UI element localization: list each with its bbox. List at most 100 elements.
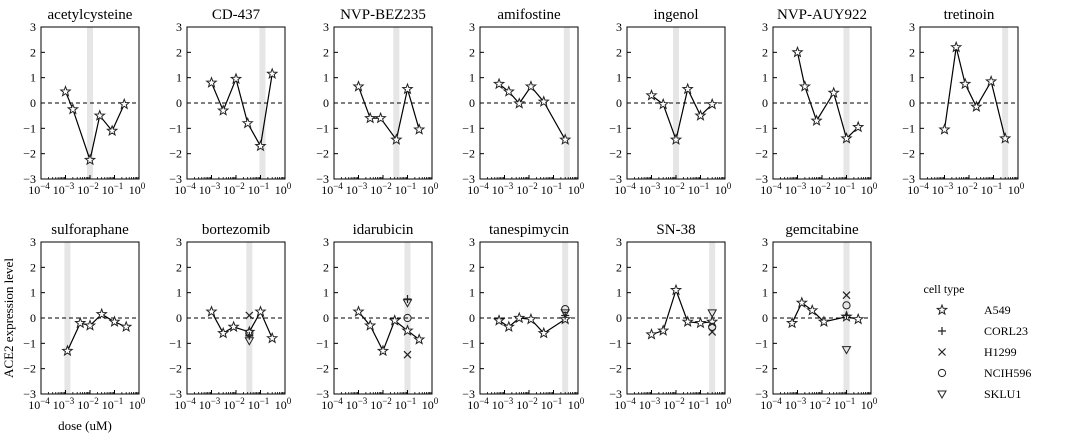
panel-cd-437: −3 −2 −1 0 1 2 3 10−4 10−3 10−2 10−1 100 CD-437: [169, 7, 292, 197]
panel-title: gemcitabine: [785, 222, 859, 238]
x-tick-label: 10−4: [760, 181, 782, 197]
y-tick-label: −1: [755, 121, 768, 135]
data-point-ncih596: [708, 322, 717, 331]
data-point-corl23: [842, 311, 851, 320]
series-sklu1: [560, 309, 571, 318]
data-point-a549: [806, 303, 819, 316]
x-tick-label: 10−2: [956, 181, 978, 197]
y-tick-label: −2: [462, 362, 475, 376]
panel-nvp-bez235: −3 −2 −1 0 1 2 3 10−4 10−3 10−2 10−1 100 NVP-BEZ235: [316, 7, 439, 197]
x-tick-label: 10−1: [395, 396, 417, 412]
data-point-a549: [95, 307, 108, 320]
y-tick-label: 1: [909, 71, 915, 85]
y-tick-label: −3: [23, 387, 36, 401]
y-tick-label: −1: [755, 336, 768, 350]
panel-title: sulforaphane: [51, 222, 129, 238]
data-point-a549: [513, 311, 526, 324]
y-tick-label: 3: [469, 20, 475, 34]
data-point-sklu1: [244, 337, 255, 346]
series-a549: [791, 45, 865, 144]
panel-title: ingenol: [654, 7, 699, 23]
data-point-a549: [645, 328, 658, 340]
panel-tretinoin: −3 −2 −1 0 1 2 3 10−4 10−3 10−2 10−1 100 tretinoin: [902, 7, 1025, 197]
legend-label: SKLU1: [984, 387, 1021, 401]
data-point-a549: [413, 123, 426, 135]
y-tick-label: 2: [30, 260, 36, 274]
series-a549: [785, 296, 865, 329]
panel-tanespimycin: −3 −2 −1 0 1 2 3 10−4 10−3 10−2 10−1 100 tanespimyci…: [462, 222, 585, 412]
data-point-a549: [657, 97, 670, 110]
y-tick-label: −3: [755, 172, 768, 186]
x-tick-label: 100: [129, 396, 146, 412]
x-tick-label: 10−1: [541, 396, 563, 412]
y-tick-label: −2: [316, 362, 329, 376]
panel-sulforaphane: −3 −2 −1 0 1 2 3 10−4 10−3 10−2 10−1 100 sulforaphan…: [23, 222, 146, 412]
x-tick-label: 10−4: [614, 396, 636, 412]
data-point-a549: [59, 85, 72, 97]
x-tick-label: 10−4: [467, 181, 489, 197]
data-point-a549: [106, 124, 119, 137]
y-tick-label: −1: [23, 336, 36, 350]
y-tick-label: −3: [462, 172, 475, 186]
series-a549: [492, 311, 572, 339]
legend-item-sklu1: SKLU1: [937, 387, 1021, 401]
series-a549: [352, 305, 426, 357]
data-point-a549: [83, 153, 97, 166]
x-tick-label: 10−2: [663, 181, 685, 197]
x-tick-label: 10−3: [932, 181, 954, 197]
x-tick-label: 10−3: [346, 181, 368, 197]
data-point-sklu1: [841, 346, 852, 355]
data-point-sklu1: [560, 309, 571, 318]
x-tick-label: 10−4: [28, 396, 50, 412]
series-a549: [61, 307, 133, 357]
data-point-a549: [970, 100, 983, 113]
y-tick-label: 0: [762, 311, 768, 325]
data-point-a549: [390, 133, 403, 145]
legend-label: H1299: [984, 345, 1017, 359]
data-point-a549: [229, 72, 243, 85]
y-tick-label: 1: [469, 286, 475, 300]
y-tick-label: −1: [169, 336, 182, 350]
data-point-a549: [537, 326, 550, 339]
data-point-a549: [254, 139, 267, 152]
data-point-a549: [492, 77, 506, 90]
series-sklu1: [244, 337, 255, 346]
y-tick-label: −2: [169, 362, 182, 376]
y-tick-label: 3: [909, 20, 915, 34]
x-tick-label: 10−1: [102, 396, 124, 412]
data-point-a549: [657, 324, 670, 336]
data-point-a549: [795, 296, 808, 309]
x-tick-label: 10−3: [346, 396, 368, 412]
y-tick-label: 2: [762, 260, 768, 274]
data-point-a549: [706, 315, 719, 328]
data-point-a549: [401, 324, 414, 336]
data-point-a549: [227, 320, 240, 333]
data-point-a549: [352, 305, 365, 317]
data-point-a549: [840, 132, 853, 144]
y-tick-label: 0: [616, 96, 622, 110]
x-tick-label: 10−2: [516, 181, 538, 197]
data-point-a549: [985, 75, 998, 87]
y-tick-label: 0: [616, 311, 622, 325]
legend-marker-circle: [937, 368, 947, 378]
panel-bortezomib: −3 −2 −1 0 1 2 3 10−4 10−3 10−2 10−1 100 bortezomib: [169, 222, 292, 412]
series-a549: [205, 67, 279, 152]
data-point-a549: [791, 45, 804, 58]
y-tick-label: −2: [609, 147, 622, 161]
legend-label: NCIH596: [984, 366, 1031, 380]
series-a549: [352, 80, 426, 145]
y-tick-label: 2: [469, 260, 475, 274]
x-tick-label: 10−3: [639, 396, 661, 412]
x-tick-label: 10−4: [174, 181, 196, 197]
y-tick-label: 3: [762, 235, 768, 249]
y-tick-label: 0: [762, 96, 768, 110]
y-tick-label: 0: [469, 96, 475, 110]
series-sklu1: [402, 299, 413, 308]
legend-marker-triangle-down: [937, 390, 947, 400]
x-tick-label: 10−1: [395, 181, 417, 197]
y-tick-label: 1: [469, 71, 475, 85]
panel-title: NVP-BEZ235: [340, 7, 426, 23]
y-tick-label: 2: [176, 45, 182, 59]
x-tick-label: 10−1: [541, 181, 563, 197]
